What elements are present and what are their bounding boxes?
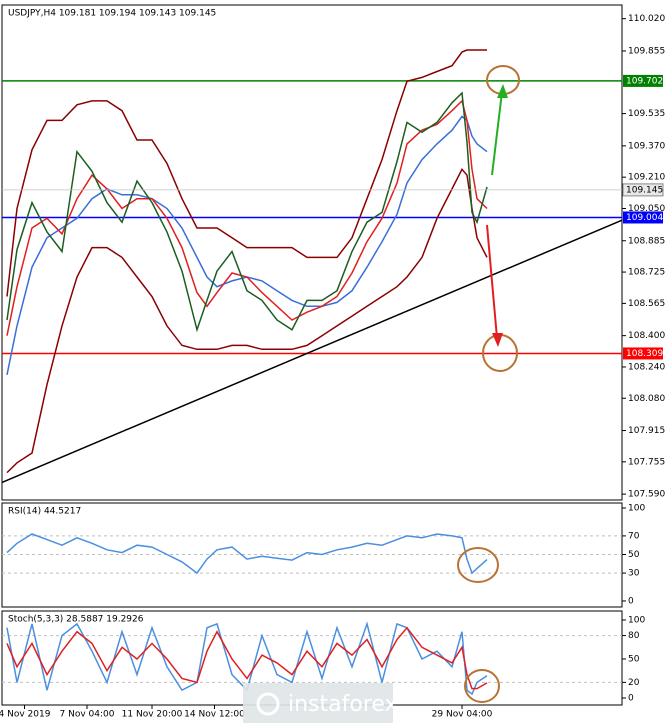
rsi-panel (1, 502, 623, 608)
series-line (6, 91, 488, 333)
y-tick-label: 107.755 (628, 457, 665, 467)
y-tick-label: 107.590 (628, 490, 665, 500)
y-tick-label: 107.915 (628, 426, 665, 436)
y-tick-label: 108.885 (628, 236, 665, 246)
level-label: 109.004 (626, 213, 663, 223)
up-arrow-head (497, 84, 508, 98)
down-arrow (486, 224, 498, 339)
y-tick-label: 108.400 (628, 331, 665, 341)
panel-title: Stoch(5,3,3) 28.5887 19.2926 (8, 615, 144, 625)
y-tick-label: 50 (628, 654, 640, 664)
y-tick-label: 30 (628, 569, 640, 579)
level-label-box (623, 347, 663, 360)
plots: USDJPY,H4 109.181 109.194 109.143 109.14… (0, 9, 665, 720)
target-circle (457, 547, 499, 583)
y-tick-label: 50 (628, 550, 640, 560)
y-tick-label: 100 (628, 615, 645, 625)
y-tick-label: 0 (628, 693, 634, 703)
current-price-box (622, 183, 664, 197)
level-label-box (623, 74, 663, 87)
y-tick-label: 109.050 (628, 204, 665, 214)
x-tick-label: 7 Nov 04:00 (60, 710, 115, 720)
y-tick-label: 20 (628, 678, 640, 688)
x-tick-label: 11 Nov 20:00 (122, 710, 183, 720)
x-tick-label: 29 Nov 04:00 (432, 710, 493, 720)
y-tick-label: 109.210 (628, 173, 665, 183)
y-tick-label: 108.565 (628, 299, 665, 309)
y-tick-label: 80 (628, 631, 640, 641)
y-tick-label: 109.370 (628, 141, 665, 151)
panel-title: USDJPY,H4 109.181 109.194 109.143 109.14… (8, 9, 216, 19)
x-tick-label: 4 Nov 2019 (0, 710, 51, 720)
watermark-text: instaforex (288, 692, 398, 717)
series-line (6, 99, 488, 336)
x-tick-label: 14 Nov 12:00 (184, 710, 245, 720)
y-tick-label: 70 (628, 531, 640, 541)
y-tick-label: 110.020 (628, 14, 665, 24)
series-line (6, 49, 487, 297)
target-circle (464, 669, 500, 703)
trendline (1, 219, 623, 484)
series-line (6, 167, 488, 474)
y-tick-label: 0 (628, 596, 634, 606)
watermark-logo (256, 692, 280, 716)
level-label: 108.309 (626, 349, 663, 359)
y-tick-label: 100 (628, 504, 645, 514)
y-tick-label: 108.725 (628, 268, 665, 278)
panel-title: RSI(14) 44.5217 (8, 507, 81, 517)
series-line (6, 626, 488, 690)
up-arrow (491, 91, 503, 176)
level-label: 109.702 (626, 76, 663, 86)
series-line (6, 115, 488, 375)
annotations (457, 65, 520, 703)
y-tick-label: 108.240 (628, 362, 665, 372)
main-panel (1, 4, 623, 501)
y-tick-label: 109.855 (628, 46, 665, 56)
level-label-box (623, 211, 663, 224)
watermark: instaforex (243, 683, 398, 723)
down-arrow-head (492, 333, 503, 347)
watermark-box (243, 683, 393, 723)
y-tick-label: 109.535 (628, 109, 665, 119)
series-line (6, 533, 488, 575)
y-tick-label: 108.080 (628, 394, 665, 404)
series-line (6, 621, 488, 696)
current-price-label: 109.145 (626, 185, 663, 195)
